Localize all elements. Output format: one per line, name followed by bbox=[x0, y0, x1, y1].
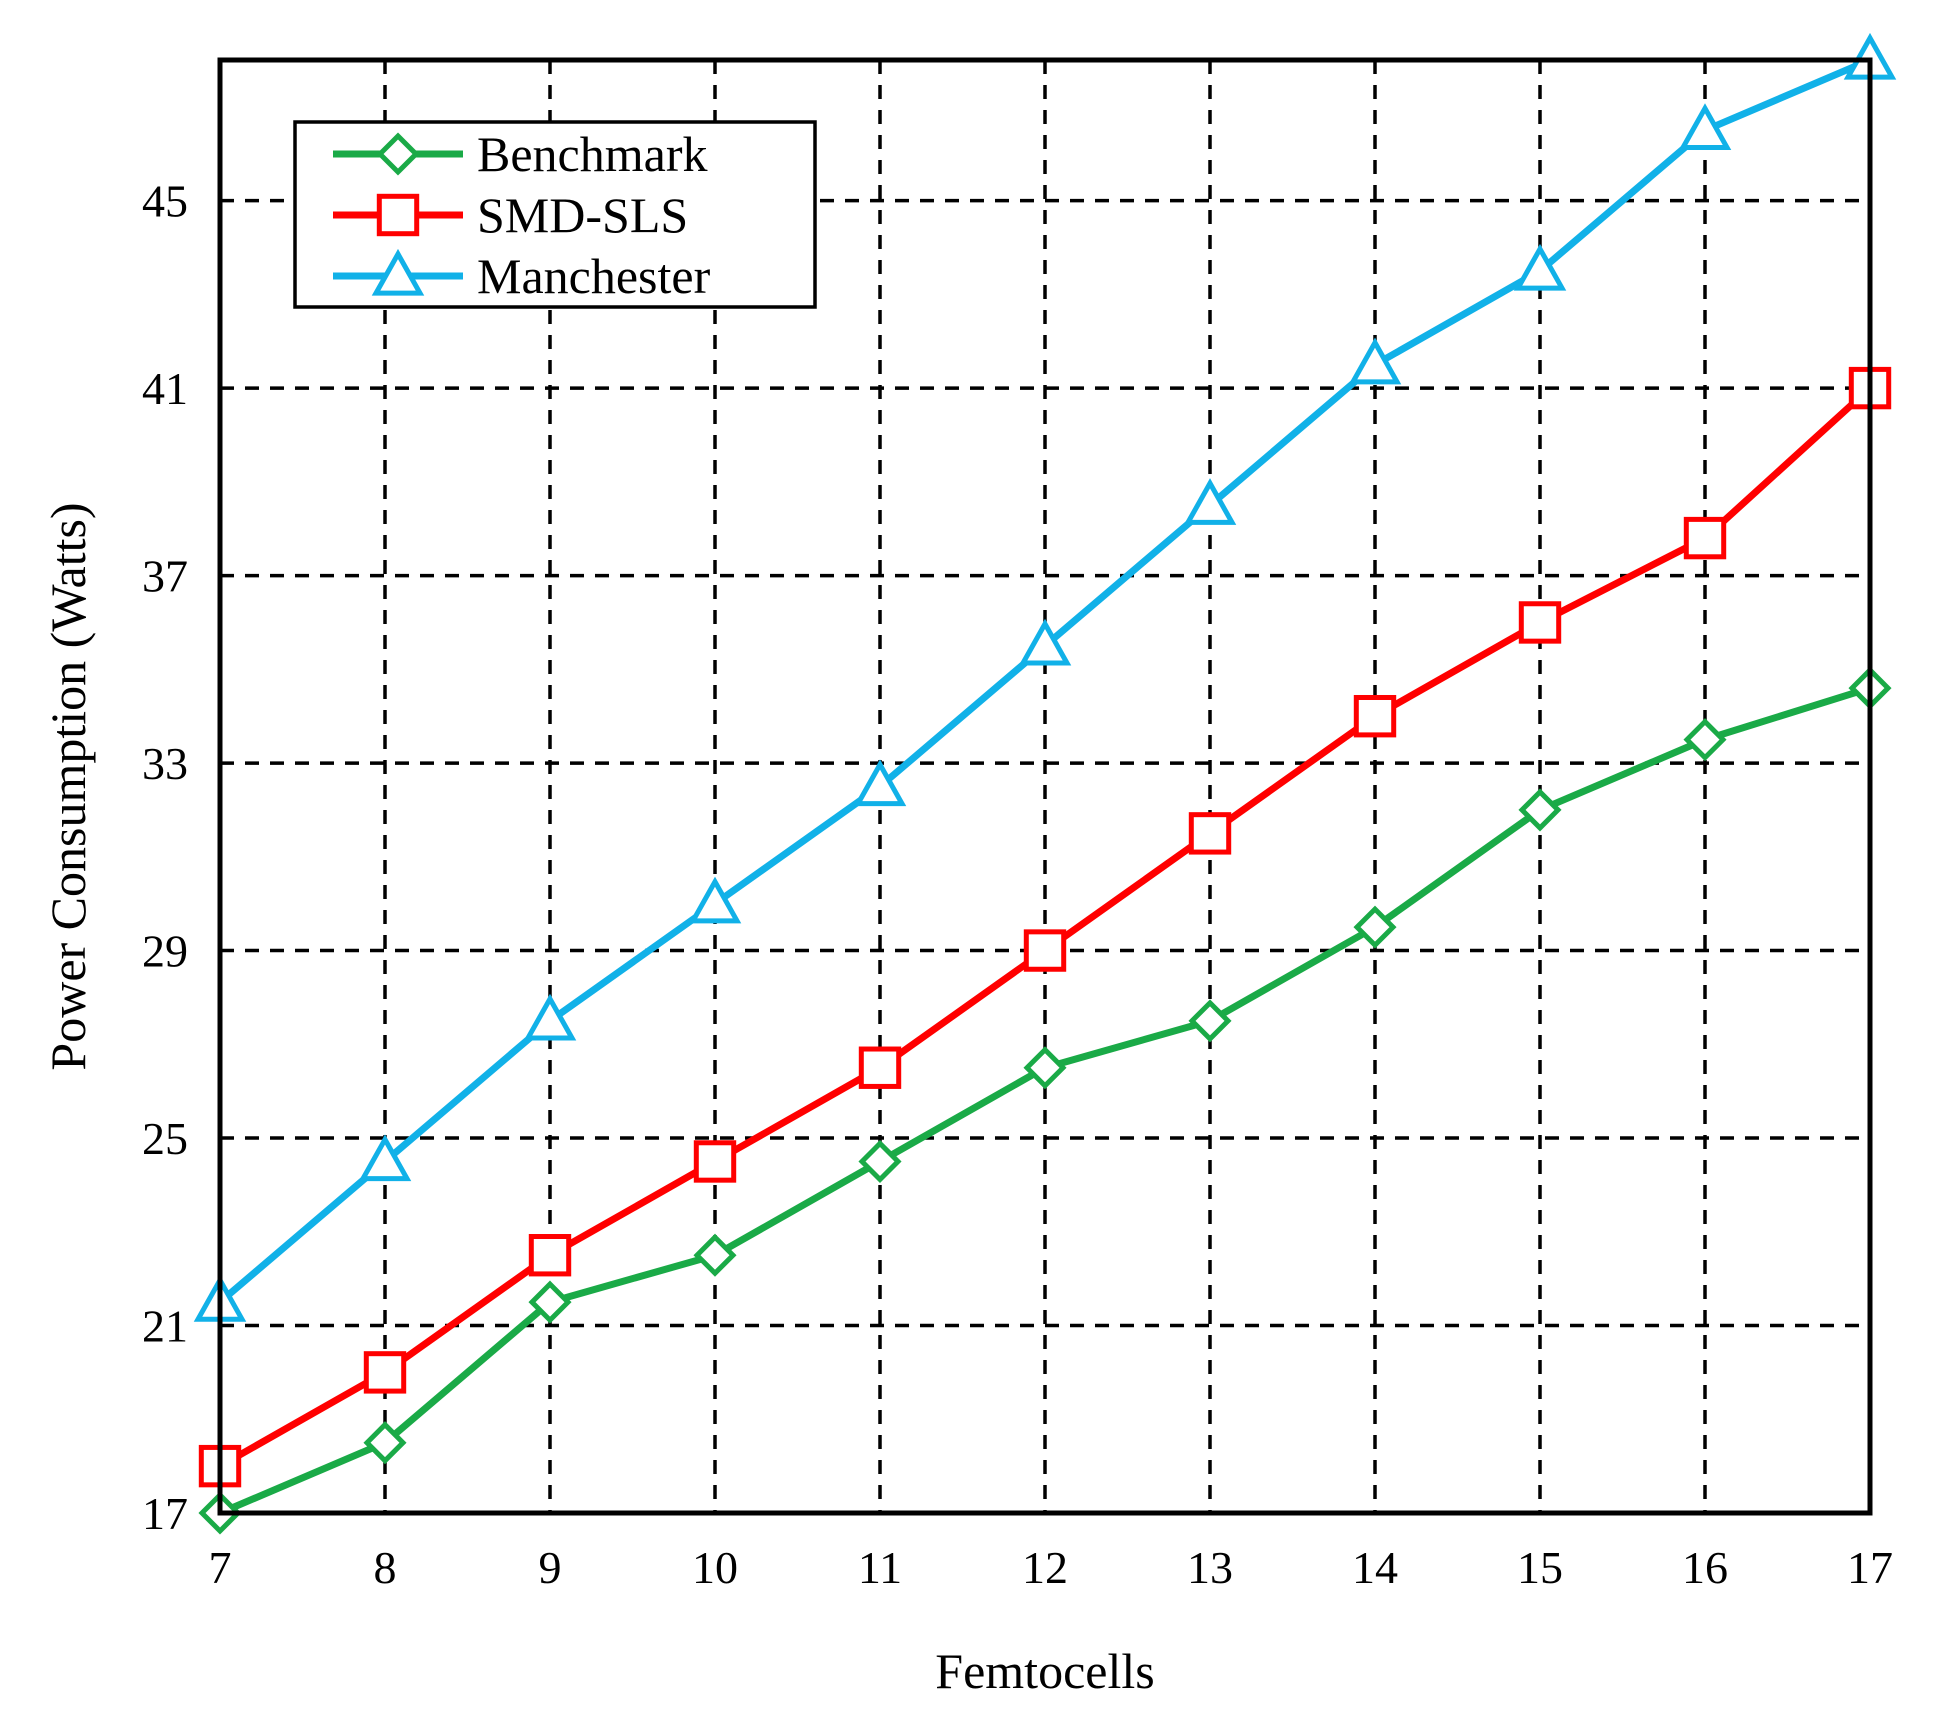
legend-label: Manchester bbox=[477, 248, 711, 304]
data-point-marker bbox=[1678, 103, 1732, 150]
y-tick-label: 33 bbox=[142, 738, 188, 789]
y-axis-label: Power Consumption (Watts) bbox=[40, 502, 96, 1070]
x-tick-label: 10 bbox=[692, 1542, 738, 1593]
x-tick-label: 13 bbox=[1187, 1542, 1233, 1593]
x-tick-label: 15 bbox=[1517, 1542, 1563, 1593]
data-point-marker bbox=[358, 1134, 412, 1182]
data-point-marker bbox=[363, 1351, 407, 1394]
data-point-marker bbox=[371, 248, 425, 296]
data-point-marker bbox=[693, 1140, 737, 1183]
data-point-marker bbox=[1353, 694, 1397, 738]
plot-frame bbox=[217, 57, 1873, 1516]
data-point-marker bbox=[363, 1421, 407, 1465]
y-tick-label: 17 bbox=[142, 1488, 188, 1539]
data-point-marker bbox=[693, 1233, 737, 1277]
x-tick-label: 17 bbox=[1847, 1542, 1893, 1593]
legend-item: Benchmark bbox=[333, 126, 707, 182]
x-tick-label: 11 bbox=[858, 1542, 902, 1593]
data-point-marker bbox=[858, 1046, 902, 1089]
series-benchmark bbox=[198, 666, 1892, 1535]
x-tick-label: 7 bbox=[209, 1542, 232, 1593]
legend-item: Manchester bbox=[333, 248, 711, 304]
series-line bbox=[218, 385, 1873, 1470]
data-point-marker bbox=[1188, 812, 1232, 855]
x-axis-label: Femtocells bbox=[935, 1643, 1154, 1699]
data-point-marker bbox=[1348, 337, 1402, 385]
legend-label: Benchmark bbox=[477, 126, 707, 182]
y-tick-label: 37 bbox=[142, 551, 188, 602]
data-point-marker bbox=[1683, 516, 1727, 560]
data-point-marker bbox=[376, 132, 420, 176]
data-point-marker bbox=[376, 193, 420, 237]
data-point-marker bbox=[1183, 478, 1237, 525]
data-point-marker bbox=[523, 993, 577, 1041]
x-tick-label: 8 bbox=[374, 1542, 397, 1593]
y-tick-label: 45 bbox=[142, 176, 188, 227]
data-point-marker bbox=[853, 759, 907, 807]
data-point-marker bbox=[1023, 1046, 1067, 1090]
data-point-marker bbox=[858, 1139, 902, 1184]
legend-label: SMD-SLS bbox=[477, 187, 688, 243]
data-point-marker bbox=[1683, 718, 1727, 762]
series-smd-sls bbox=[198, 366, 1892, 1488]
data-point-marker bbox=[1518, 601, 1562, 644]
data-point-marker bbox=[1188, 999, 1232, 1043]
data-point-marker bbox=[528, 1234, 572, 1277]
data-point-marker bbox=[1353, 905, 1397, 949]
grid bbox=[218, 60, 1872, 1515]
x-tick-label: 12 bbox=[1022, 1542, 1068, 1593]
y-tick-label: 21 bbox=[142, 1301, 188, 1352]
legend-item: SMD-SLS bbox=[333, 187, 688, 243]
y-tick-label: 29 bbox=[142, 926, 188, 977]
data-point-marker bbox=[1018, 618, 1072, 666]
y-tick-label: 25 bbox=[142, 1113, 188, 1164]
x-tick-label: 16 bbox=[1682, 1542, 1728, 1593]
data-point-marker bbox=[528, 1280, 572, 1324]
x-tick-label: 14 bbox=[1352, 1542, 1398, 1593]
data-point-marker bbox=[1518, 788, 1562, 832]
series-layer bbox=[193, 32, 1897, 1535]
x-tick-label: 9 bbox=[539, 1542, 562, 1593]
tick-labels: 7 8 9 10 11 12 13 14 15 16 17 17 21 25 29 33 37 41 45 bbox=[142, 176, 1893, 1593]
data-point-marker bbox=[688, 876, 742, 924]
data-point-marker bbox=[1023, 929, 1067, 972]
data-point-marker bbox=[1513, 243, 1567, 291]
y-tick-label: 41 bbox=[142, 363, 188, 414]
